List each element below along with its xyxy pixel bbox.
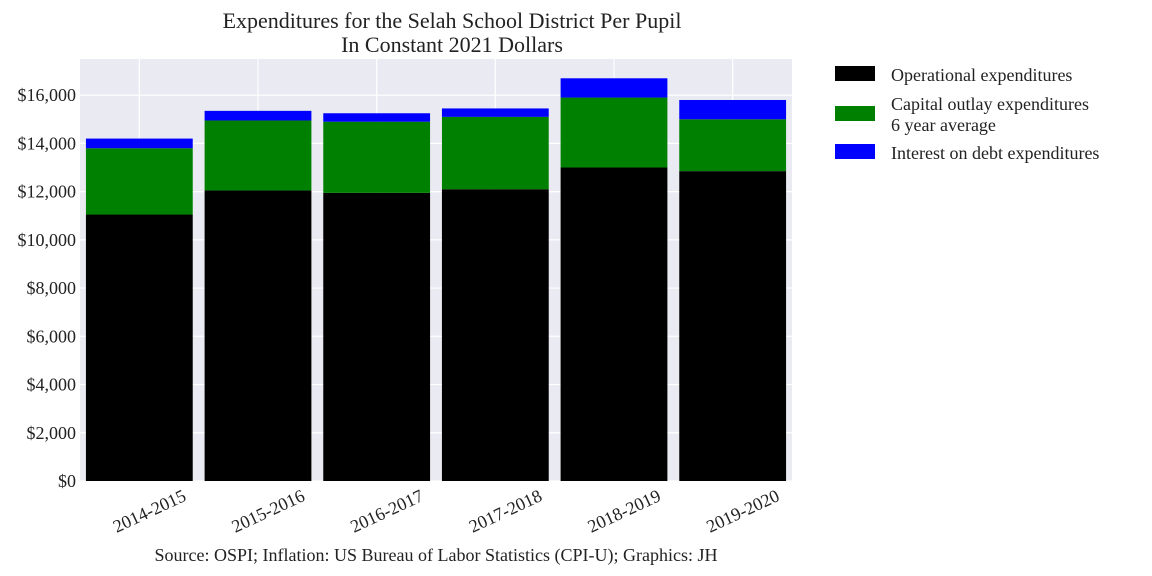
- legend-swatch: [835, 106, 875, 121]
- legend: Operational expenditures Capital outlay e…: [835, 65, 1099, 163]
- legend-label: 6 year average: [891, 115, 996, 135]
- legend-label: Operational expenditures: [891, 65, 1072, 85]
- y-tick-label: $8,000: [27, 278, 77, 298]
- bar-segment: [441, 108, 549, 117]
- plot-area: [80, 59, 792, 481]
- x-tick-label: 2014-2015: [110, 485, 189, 536]
- legend-swatch: [835, 144, 875, 159]
- bar-segment: [560, 78, 668, 98]
- y-tick-label: $14,000: [18, 133, 77, 153]
- y-tick-label: $4,000: [27, 375, 77, 395]
- bar-segment: [441, 116, 549, 190]
- bar-segment: [85, 148, 193, 215]
- bar-segment: [204, 190, 312, 481]
- bar-segment: [679, 171, 787, 482]
- y-tick-label: $12,000: [18, 182, 77, 202]
- chart-subtitle: In Constant 2021 Dollars: [341, 32, 563, 57]
- bar-segment: [441, 189, 549, 481]
- x-tick-label: 2018-2019: [585, 485, 664, 536]
- bar-segment: [323, 121, 431, 193]
- bar-segment: [85, 214, 193, 481]
- y-tick-label: $16,000: [18, 85, 77, 105]
- bar-segment: [679, 99, 787, 120]
- x-tick-label: 2016-2017: [347, 485, 426, 536]
- x-axis: 2014-2015 2015-2016 2016-2017 2017-2018 2018…: [110, 485, 782, 536]
- y-tick-label: $10,000: [18, 230, 77, 250]
- x-tick-label: 2019-2020: [703, 485, 782, 536]
- y-tick-label: $0: [58, 471, 76, 491]
- bar-segment: [204, 120, 312, 191]
- legend-label: Interest on debt expenditures: [891, 143, 1099, 163]
- bar-segment: [560, 97, 668, 168]
- bar-segment: [323, 192, 431, 481]
- bar-segment: [85, 138, 193, 149]
- y-axis: $0 $2,000 $4,000 $6,000 $8,000 $10,000 $12,000…: [18, 85, 77, 491]
- bar-segment: [560, 167, 668, 481]
- legend-label: Capital outlay expenditures: [891, 94, 1089, 114]
- y-tick-label: $2,000: [27, 423, 77, 443]
- y-tick-label: $6,000: [27, 326, 77, 346]
- x-tick-label: 2015-2016: [229, 485, 308, 536]
- legend-swatch: [835, 66, 875, 81]
- bar-segment: [204, 110, 312, 121]
- bar-segment: [679, 119, 787, 172]
- x-tick-label: 2017-2018: [466, 485, 545, 536]
- bars: [85, 78, 787, 482]
- chart-title: Expenditures for the Selah School Distri…: [223, 8, 682, 33]
- source-caption: Source: OSPI; Inflation: US Bureau of La…: [155, 545, 718, 566]
- bar-segment: [323, 113, 431, 122]
